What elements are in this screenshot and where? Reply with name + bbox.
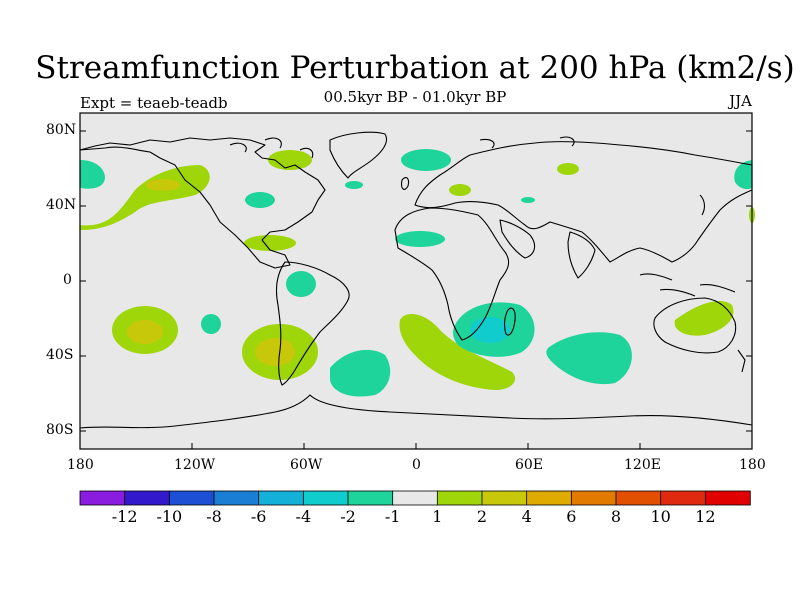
coast-eurasia [414,140,753,263]
colorbar-swatch [436,490,483,506]
lon-label: 60W [290,457,323,473]
colorbar-label: 12 [695,507,716,526]
season-label: JJA [729,92,752,110]
pos-anomaly-hudson [268,150,312,170]
coast-new-zealand [737,349,746,373]
lat-label: 80N [46,122,77,138]
colorbar-swatch [258,490,305,506]
colorbar-label: -10 [156,507,183,526]
coast-arctic-islands [229,136,575,159]
colorbar-label: 6 [566,507,577,526]
colorbar-swatch [124,490,171,506]
pos-anomaly-samerica-core [255,338,295,366]
coast-north-america [79,137,326,269]
pos-anomaly-satlantic-arc [399,314,516,390]
pos-anomaly-npacific [80,165,210,230]
colorbar-swatch [704,490,751,506]
negative-anomaly-patches [80,149,752,397]
colorbar-swatch [481,490,528,506]
colorbar-swatch [168,490,215,506]
neg-anomaly-med [521,197,535,203]
neg-anomaly-amazon [286,271,316,297]
lon-label: 120E [624,457,661,473]
colorbar-label: -1 [384,507,401,526]
lon-label: 180 [67,457,94,473]
colorbar-label: -8 [206,507,222,526]
lat-label: 80S [46,422,74,438]
neg-anomaly-greenland [345,181,363,189]
colorbar-label: 2 [476,507,488,526]
colorbar-swatch [660,490,707,506]
neg-anomaly-indian-ocean [546,332,632,385]
neg-anomaly-southern-ocean [330,349,391,397]
colorbar-label: 1 [432,507,443,526]
neg-anomaly-scandinavia [401,149,451,171]
neg-anomaly-saharan [395,231,445,247]
lat-label: 0 [63,272,72,288]
pos-anomaly-npacific-core [146,179,180,191]
colorbar-swatch [302,490,349,506]
colorbar-label: -2 [340,507,356,526]
colorbar-swatch [570,490,617,506]
lon-label: 0 [412,457,421,473]
colorbar-swatch [615,490,662,506]
axis-ticks [79,130,753,449]
colorbar-label: 10 [650,507,671,526]
colorbar-swatch [347,490,394,506]
coast-arabia [499,219,536,259]
lon-label: 180 [739,457,766,473]
colorbar-swatch [79,490,126,506]
coast-madagascar [503,307,516,336]
positive-anomaly-patches [80,150,755,390]
colorbar-swatch [526,490,573,506]
colorbar-label: 4 [521,507,532,526]
pos-anomaly-siberia [557,163,579,175]
colorbar-label: -4 [295,507,312,526]
coast-india [567,231,596,279]
colorbar [79,490,751,506]
colorbar-swatch [213,490,260,506]
colorbar-swatch [392,490,439,506]
coast-africa [394,207,510,341]
coastlines [79,131,753,429]
coast-antarctica [79,394,753,429]
pos-anomaly-africa-n [449,184,471,196]
neg-anomaly-alaska [80,160,105,189]
coast-australia [653,297,737,354]
coast-greenland [329,131,388,179]
experiment-label: Expt = teaeb-teadb [80,94,228,112]
coast-japan [699,194,705,216]
lon-label: 60E [515,457,544,473]
neg-anomaly-canada [245,192,275,208]
pos-anomaly-caribbean [244,235,296,251]
plot-subtitle: 00.5kyr BP - 01.0kyr BP [323,88,507,106]
lat-label: 40S [46,347,74,363]
pos-anomaly-spacific-core [127,320,163,344]
neg-anomaly-madagascar-core [470,317,510,343]
colorbar-label: -12 [111,507,138,526]
neg-anomaly-epacific [201,314,221,334]
colorbar-label: -6 [250,507,267,526]
pos-anomaly-australia [674,300,734,336]
lat-label: 40N [46,197,77,213]
lon-label: 120W [174,457,216,473]
coast-south-america [275,261,350,386]
coast-uk [401,177,410,190]
colorbar-label: 8 [610,507,622,526]
neg-anomaly-east-edge [734,160,752,190]
plot-title: Streamfunction Perturbation at 200 hPa (… [35,50,795,86]
coast-indonesia [639,273,736,297]
